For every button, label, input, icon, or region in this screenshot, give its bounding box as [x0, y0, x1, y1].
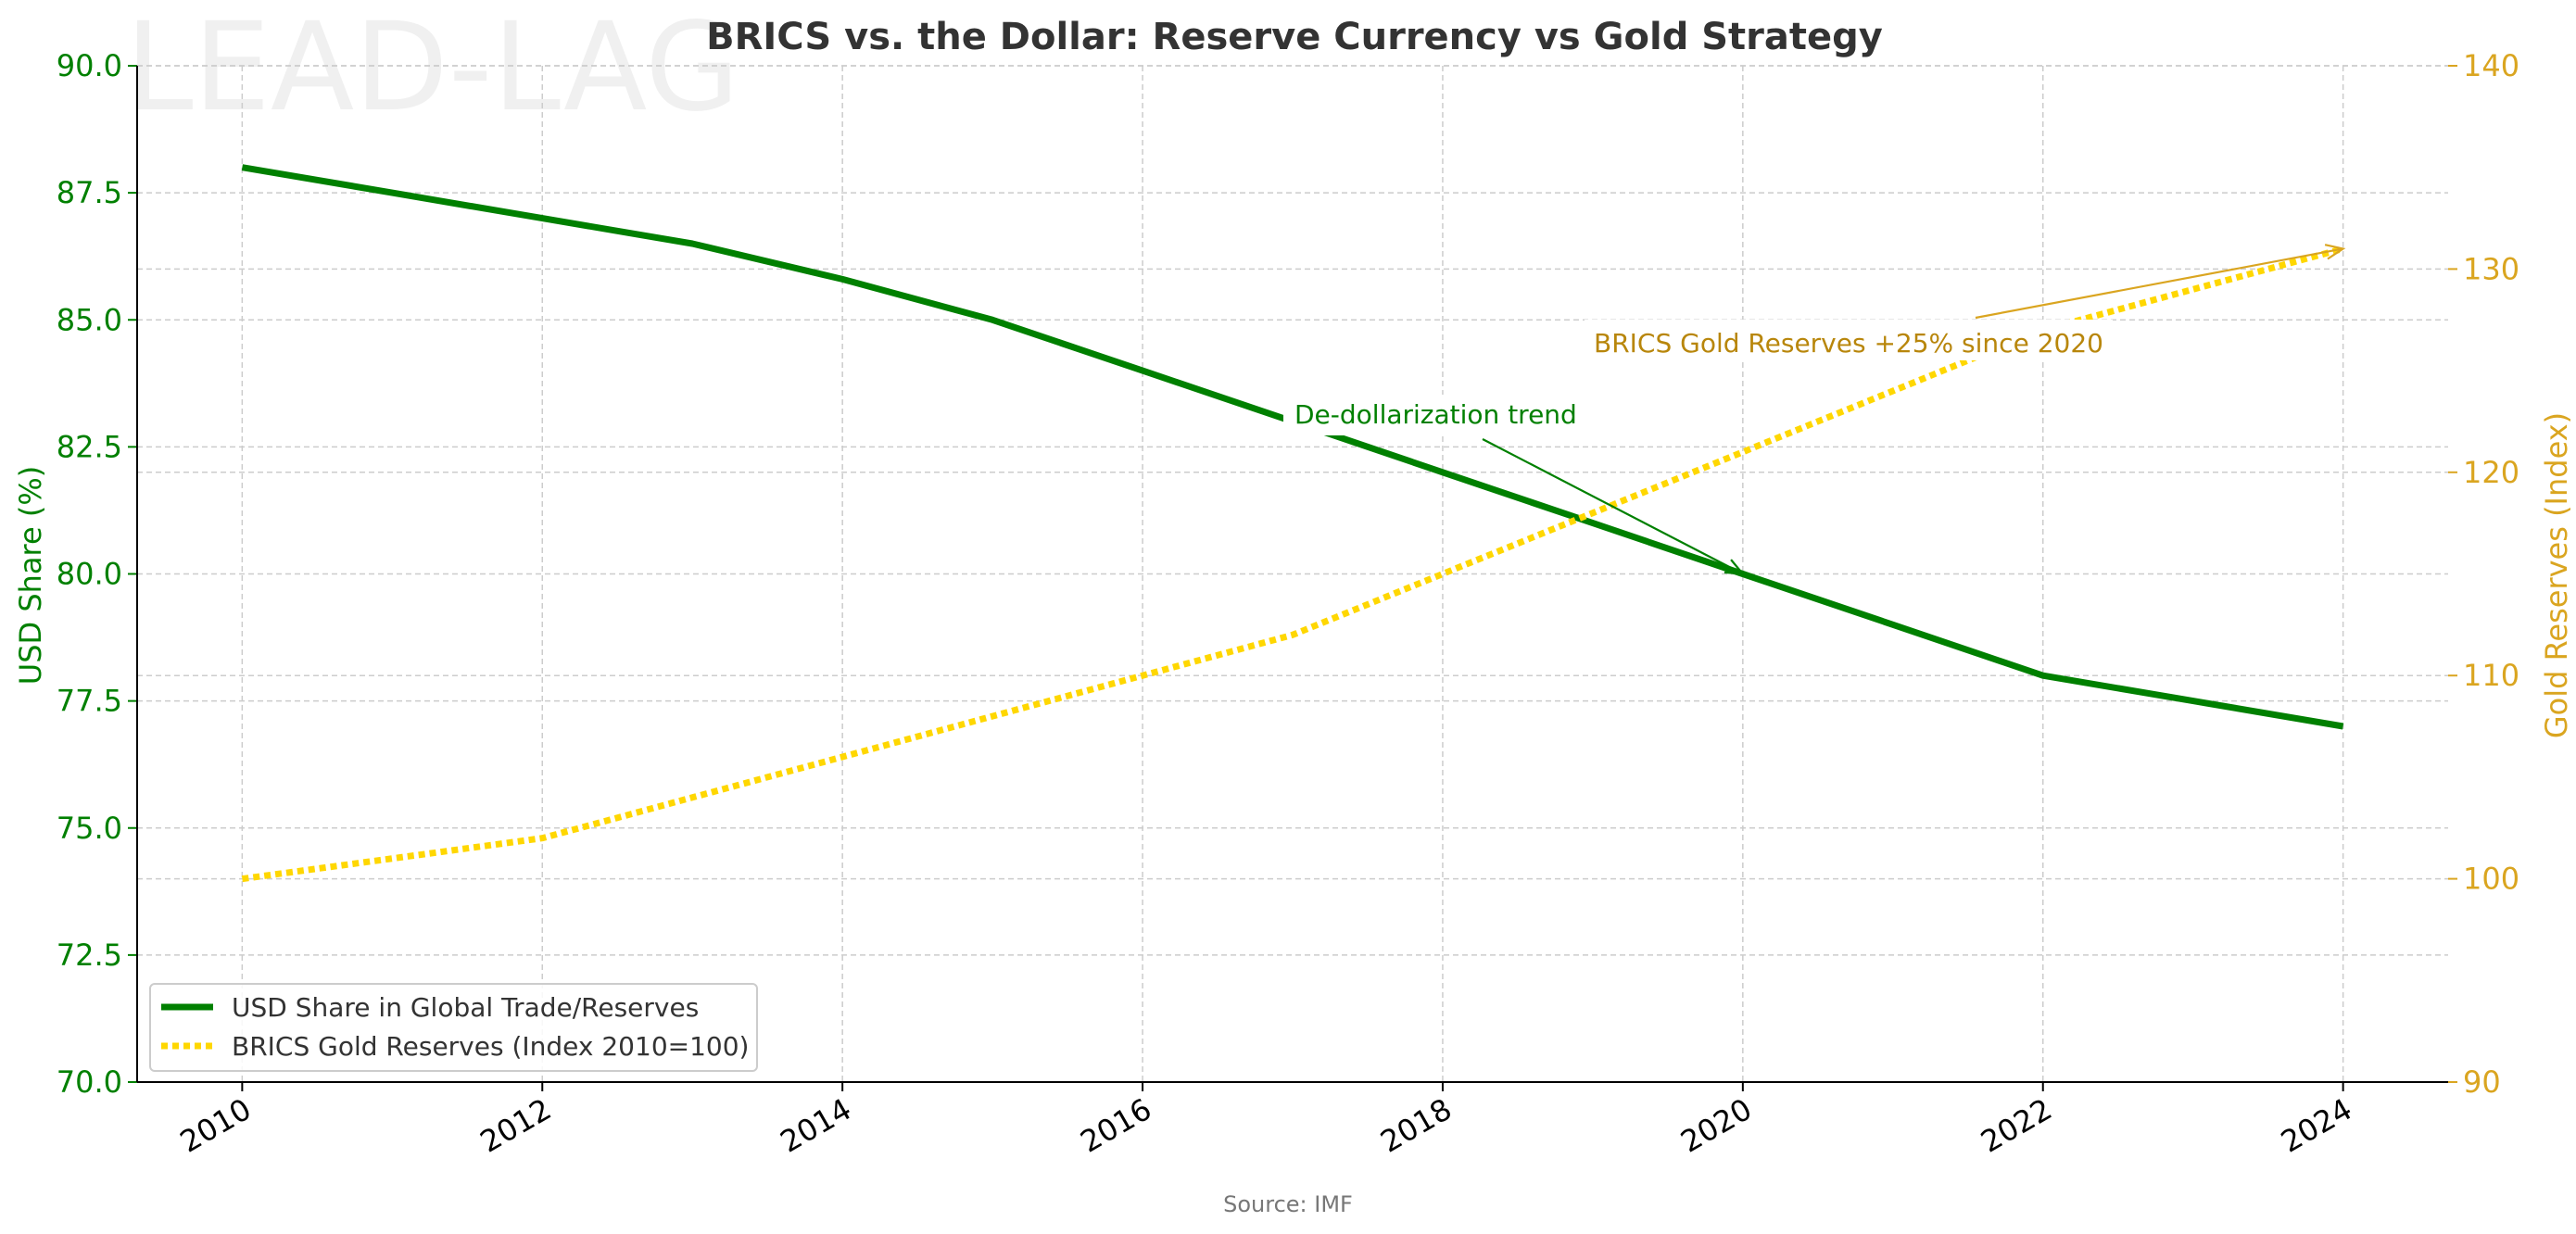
watermark: LEAD-LAG [125, 0, 739, 139]
usd-share-point [539, 216, 545, 221]
usd-share-point [1890, 622, 1896, 627]
gold-reserves-point [1440, 572, 1446, 577]
annotation-arrow-line [1482, 438, 1744, 575]
y-tick-label: 75.0 [57, 811, 122, 846]
gold-reserves-point [239, 876, 245, 882]
gold-reserves-point [1590, 510, 1596, 516]
annotation-arrow-line [1975, 247, 2343, 320]
legend-box [149, 983, 758, 1072]
y-tick-label: 70.0 [57, 1064, 122, 1100]
gold-reserves-point [539, 836, 545, 841]
gold-reserves-point [840, 754, 845, 760]
usd-share-point [2191, 699, 2196, 704]
usd-share-point [1440, 470, 1446, 475]
y-tick-label: 85.0 [57, 302, 122, 337]
y-tick-label: 87.5 [57, 175, 122, 210]
annotation-background [1283, 395, 1580, 435]
gold-reserves-point [1290, 632, 1295, 637]
usd-share-point [1590, 521, 1596, 526]
y2-axis-label: Gold Reserves (Index) [2539, 412, 2574, 738]
y2-tick-label: 140 [2463, 48, 2519, 83]
annotation-dedollarization: De-dollarization trend [1294, 399, 1577, 430]
gold-reserves-point [1740, 449, 1746, 455]
gold-reserves-point [2191, 286, 2196, 292]
y2-tick-label: 90 [2463, 1064, 2501, 1100]
y-tick-label: 80.0 [57, 557, 122, 592]
annotation-gold-reserves: BRICS Gold Reserves +25% since 2020 [1594, 328, 2103, 359]
gold-reserves-point [689, 795, 695, 800]
usd-share-point [2341, 724, 2346, 729]
y2-tick-label: 120 [2463, 455, 2519, 490]
annotation-arrow-head [2324, 244, 2346, 260]
y-tick-label: 90.0 [57, 48, 122, 83]
y2-tick-label: 130 [2463, 251, 2519, 286]
legend: USD Share in Global Trade/Reserves BRICS … [149, 983, 758, 1072]
legend-label: USD Share in Global Trade/Reserves [232, 992, 699, 1023]
usd-share-point [2040, 673, 2046, 678]
y-tick-label: 82.5 [57, 429, 122, 464]
chart-title: BRICS vs. the Dollar: Reserve Currency v… [706, 16, 1883, 58]
gold-reserves-point [389, 856, 395, 862]
usd-share-point [239, 165, 245, 170]
y2-tick-label: 100 [2463, 862, 2519, 897]
gold-reserves-point [1890, 388, 1896, 394]
annotations-layer: De-dollarization trend BRICS Gold Reserve… [1283, 244, 2346, 575]
legend-label: BRICS Gold Reserves (Index 2010=100) [232, 1031, 749, 1062]
y-tick-label: 77.5 [57, 684, 122, 719]
usd-share-point [840, 276, 845, 282]
source-note: Source: IMF [1223, 1191, 1353, 1217]
usd-share-point [1140, 368, 1145, 373]
annotation-arrow-head [1724, 559, 1746, 575]
gold-reserves-point [990, 713, 995, 719]
usd-share-point [990, 317, 995, 322]
annotation-background [1585, 320, 2113, 360]
gold-reserves-point [1140, 673, 1145, 678]
y2-tick-label: 110 [2463, 658, 2519, 693]
usd-share-point [689, 241, 695, 246]
y-axis-label: USD Share (%) [13, 466, 48, 685]
y-tick-label: 72.5 [57, 938, 122, 973]
usd-share-point [389, 190, 395, 195]
